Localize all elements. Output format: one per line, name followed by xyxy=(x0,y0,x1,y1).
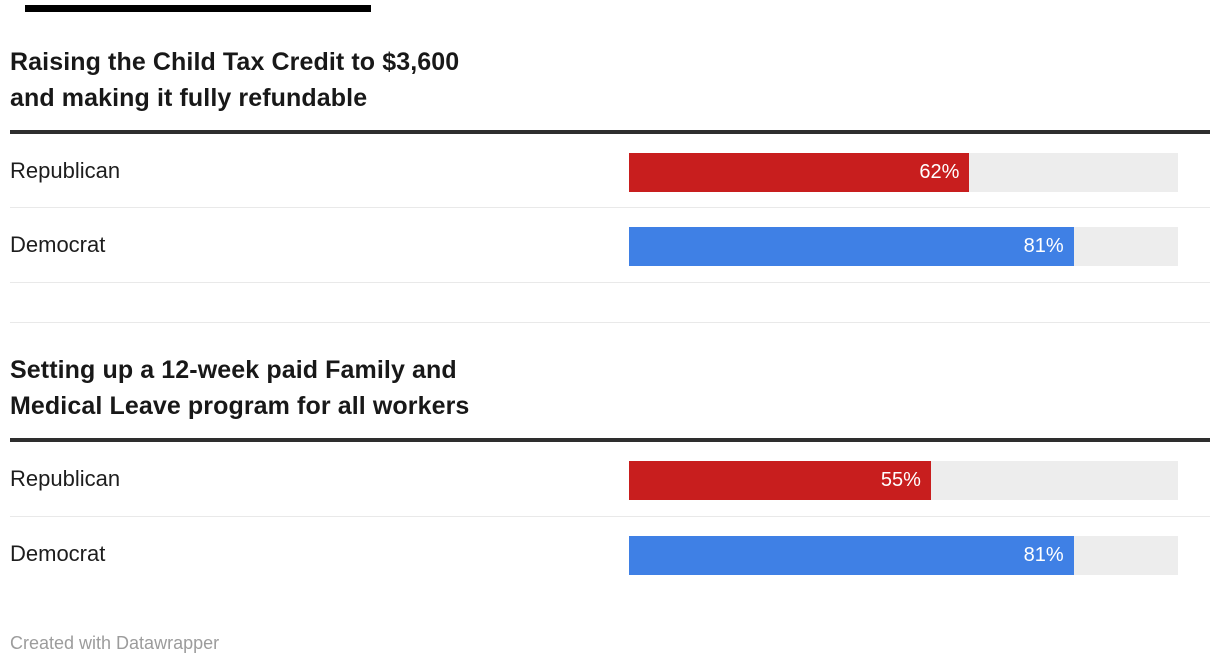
section-gap-divider xyxy=(10,322,1210,323)
row-label: Republican xyxy=(10,466,121,491)
bar-value-label: 55% xyxy=(880,469,921,491)
section-1-title: Raising the Child Tax Credit to $3,600 a… xyxy=(10,48,460,112)
bar-value-label: 81% xyxy=(1023,544,1064,566)
bar-row-democrat-1: Democrat 81% xyxy=(10,208,1210,283)
section-2-title: Setting up a 12-week paid Family and Med… xyxy=(10,356,470,420)
bar-track: 81% xyxy=(629,536,1178,575)
bar-value-label: 62% xyxy=(919,161,960,183)
datawrapper-credit-link[interactable]: Created with Datawrapper xyxy=(10,633,220,653)
bar-fill-republican: 55% xyxy=(629,461,931,500)
row-label: Democrat xyxy=(10,232,106,257)
bar-track: 81% xyxy=(629,227,1178,266)
bar-fill-democrat: 81% xyxy=(629,536,1074,575)
bar-row-democrat-2: Democrat 81% xyxy=(10,517,1210,591)
bar-track: 55% xyxy=(629,461,1178,500)
section-2-header-rule xyxy=(10,438,1210,442)
bar-fill-republican: 62% xyxy=(629,153,970,192)
row-label: Republican xyxy=(10,157,121,183)
bar-row-republican-2: Republican 55% xyxy=(10,442,1210,517)
bar-row-republican-1: Republican 62% xyxy=(10,134,1210,208)
bar-track: 62% xyxy=(629,153,1178,192)
section-1-header-rule xyxy=(10,130,1210,134)
bar-value-label: 81% xyxy=(1023,235,1064,257)
bar-fill-democrat: 81% xyxy=(629,227,1074,266)
top-accent-bar xyxy=(25,5,371,12)
row-label: Democrat xyxy=(10,541,106,566)
